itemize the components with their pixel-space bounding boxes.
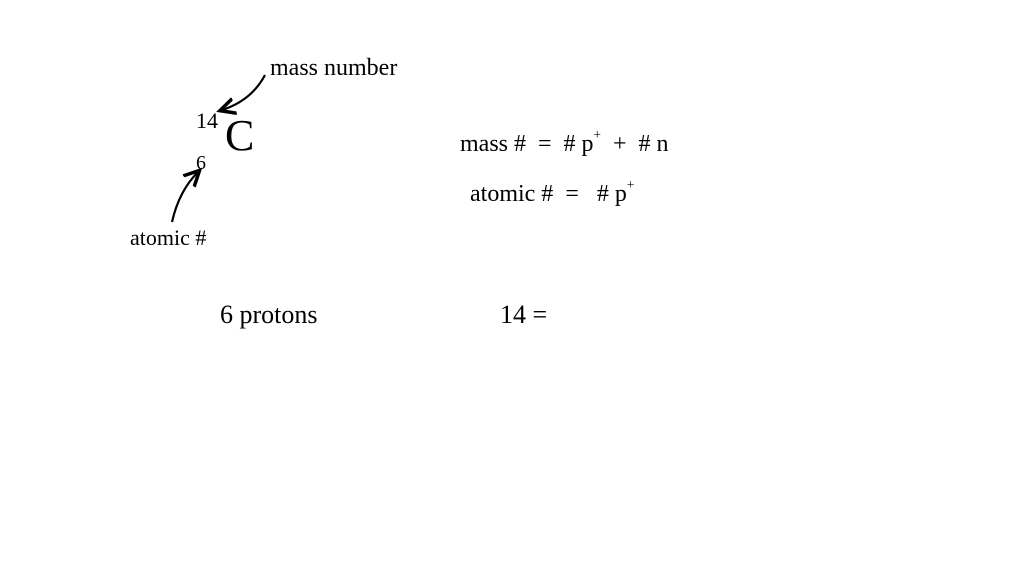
equation-mass-number: mass # = # p+ + # n xyxy=(460,130,669,158)
equals-sign: = xyxy=(565,181,579,207)
equals-sign: = xyxy=(538,131,552,157)
atomic-number-value: 6 xyxy=(196,152,206,175)
proton-plus-superscript: + xyxy=(594,127,601,142)
whiteboard-canvas: mass number 14 C 6 atomic # mass # = # p… xyxy=(0,0,1024,576)
equation-atomic-number: atomic # = # p+ xyxy=(470,180,634,208)
result-protons: 6 protons xyxy=(220,300,318,330)
term-neutrons: # n xyxy=(639,131,669,157)
mass-number-value: 14 xyxy=(196,108,218,134)
mass-number-arrow xyxy=(222,75,265,110)
annotation-arrows xyxy=(0,0,1024,576)
proton-plus-superscript: + xyxy=(627,177,634,192)
result-mass-equation: 14 = xyxy=(500,300,547,330)
eq-atomic-lhs: atomic # xyxy=(470,181,553,207)
atomic-number-label: atomic # xyxy=(130,225,206,251)
atomic-number-arrow xyxy=(172,172,198,222)
element-symbol: C xyxy=(225,110,254,161)
mass-number-label: mass number xyxy=(270,55,397,82)
plus-sign: + xyxy=(613,131,627,157)
term-protons: # p xyxy=(597,181,627,207)
term-protons: # p xyxy=(564,131,594,157)
eq-mass-lhs: mass # xyxy=(460,131,526,157)
